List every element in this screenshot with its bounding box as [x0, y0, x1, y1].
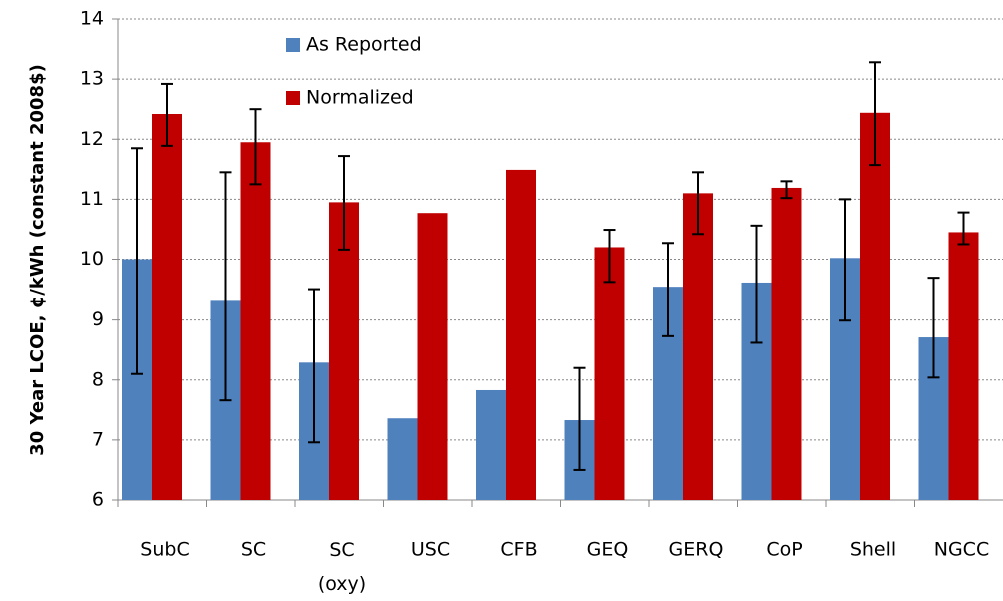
bar [771, 187, 802, 501]
legend-label: As Reported [306, 34, 422, 56]
bar [948, 232, 979, 500]
y-tick-label: 12 [80, 128, 104, 150]
bar [860, 112, 890, 501]
error-bar [249, 108, 262, 186]
legend-swatch [286, 38, 300, 52]
error-bar [750, 224, 763, 344]
bar [417, 213, 448, 501]
error-bar [308, 288, 320, 444]
bar [240, 142, 271, 500]
x-tick-label: SC [241, 539, 266, 561]
error-bar [161, 82, 173, 147]
x-tick-label: GEQ [587, 539, 629, 561]
y-tick-label: 14 [80, 8, 104, 30]
bar [683, 193, 713, 501]
bar [387, 418, 418, 500]
y-tick-label: 11 [80, 188, 104, 210]
y-tick-label: 6 [92, 489, 104, 511]
error-bar [839, 198, 851, 322]
error-bar [219, 171, 232, 402]
error-bar [692, 171, 704, 236]
error-bar [662, 242, 674, 337]
bar [152, 113, 182, 500]
legend-swatch [286, 91, 300, 105]
y-axis-label: 30 Year LCOE, ¢/kWh (constant 2008$) [27, 64, 48, 456]
legend-label: Normalized [306, 87, 414, 109]
x-tick-label: USC [411, 539, 450, 561]
y-tick-label: 7 [92, 428, 104, 450]
x-tick-label-line: (oxy) [318, 573, 366, 595]
error-bar [927, 277, 940, 379]
x-tick-label: NGCC [934, 539, 989, 561]
y-tick-label: 13 [80, 68, 104, 90]
y-tick-label: 9 [92, 308, 104, 330]
x-tick-label: SubC [140, 539, 189, 561]
x-tick-label: SC (oxy) [318, 539, 366, 595]
error-bar [780, 180, 793, 200]
bar [594, 247, 625, 500]
error-bar [603, 229, 616, 284]
y-tick-label: 8 [92, 368, 104, 390]
error-bar [573, 366, 586, 471]
x-tick-label: CoP [766, 539, 802, 561]
x-tick-label-line: SC [329, 539, 354, 561]
bar [329, 202, 359, 500]
bar [506, 169, 536, 500]
x-tick-label: Shell [850, 539, 896, 561]
error-bar [338, 155, 350, 251]
error-bar [131, 147, 143, 375]
bar [476, 389, 506, 500]
x-tick-label: GERQ [669, 539, 724, 561]
error-bar [957, 211, 970, 246]
error-bar [869, 61, 881, 167]
x-tick-label: CFB [500, 539, 537, 561]
y-tick-label: 10 [80, 248, 104, 270]
